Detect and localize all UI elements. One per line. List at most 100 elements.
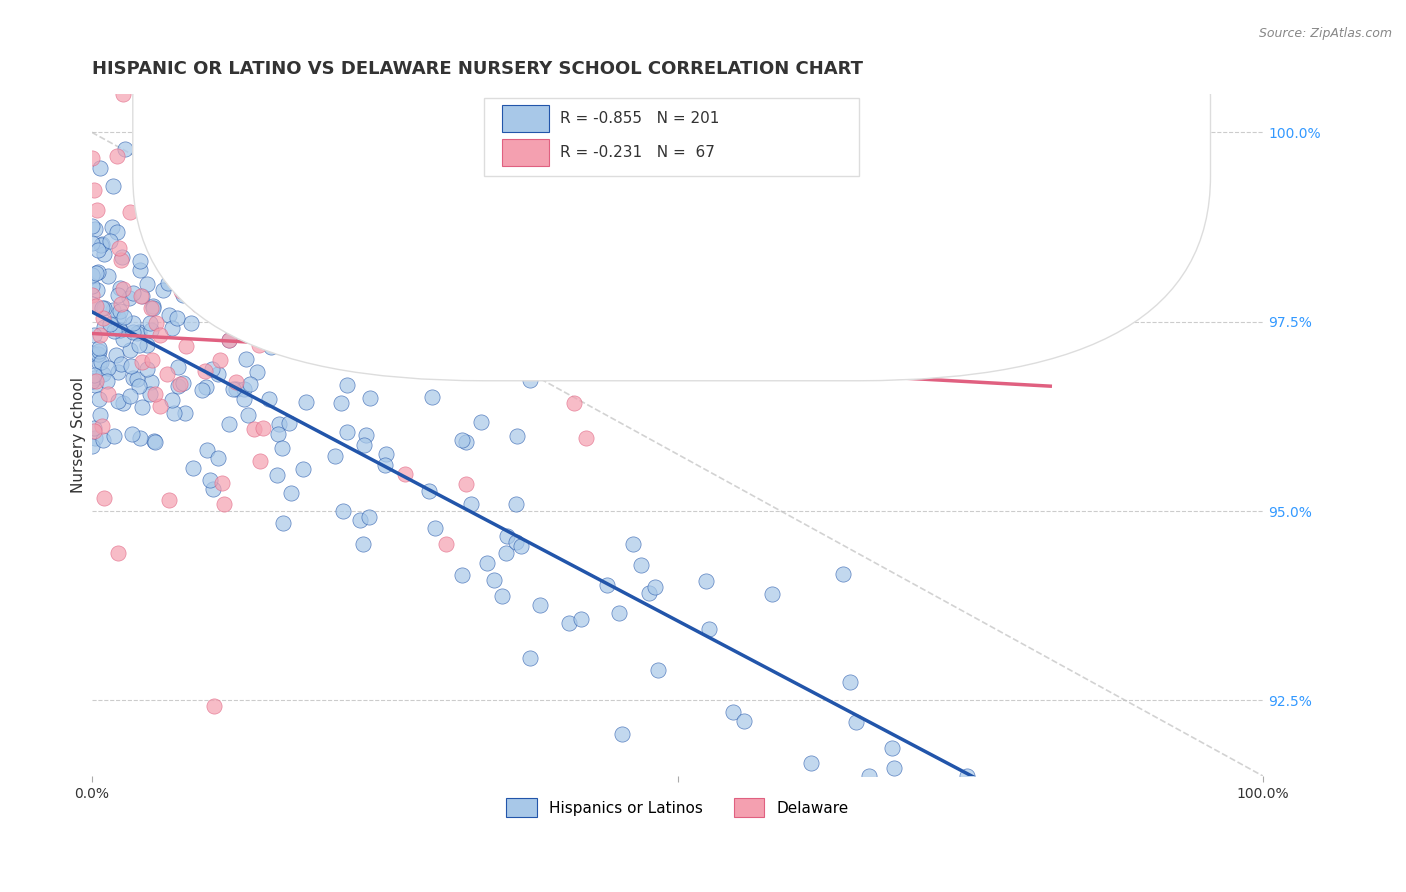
Point — [141, 301, 163, 316]
Point — [451, 568, 474, 582]
Point — [242, 221, 264, 235]
Point — [454, 477, 477, 491]
Point — [83, 368, 105, 383]
Point — [80, 439, 103, 453]
Point — [374, 458, 396, 472]
Point — [880, 740, 903, 755]
Point — [838, 675, 860, 690]
Point — [105, 226, 128, 240]
Point — [956, 769, 979, 783]
Point — [172, 376, 194, 390]
Point — [405, 346, 427, 360]
Text: HISPANIC OR LATINO VS DELAWARE NURSERY SCHOOL CORRELATION CHART: HISPANIC OR LATINO VS DELAWARE NURSERY S… — [91, 60, 863, 78]
Point — [460, 497, 482, 511]
Point — [181, 460, 204, 475]
Point — [246, 365, 269, 379]
Point — [176, 232, 198, 246]
Point — [80, 268, 103, 282]
Point — [101, 220, 124, 235]
Point — [505, 534, 527, 549]
Point — [162, 406, 184, 420]
Point — [845, 715, 868, 730]
Point — [195, 442, 218, 457]
Point — [128, 431, 150, 445]
Point — [91, 311, 114, 326]
Point — [121, 316, 143, 330]
Point — [695, 574, 717, 589]
Point — [212, 210, 235, 224]
Point — [103, 428, 125, 442]
Point — [80, 152, 103, 166]
Point — [86, 284, 108, 298]
Point — [225, 376, 247, 390]
Point — [583, 291, 606, 305]
Point — [110, 252, 132, 267]
FancyBboxPatch shape — [132, 0, 1211, 381]
Point — [91, 433, 114, 447]
Point — [121, 370, 143, 384]
Point — [201, 251, 224, 265]
Point — [141, 353, 163, 368]
Point — [800, 756, 823, 771]
Point — [110, 297, 132, 311]
Point — [80, 345, 103, 359]
Point — [118, 389, 141, 403]
Point — [218, 333, 240, 347]
Point — [217, 276, 239, 290]
FancyBboxPatch shape — [484, 98, 859, 177]
Point — [108, 281, 131, 295]
Point — [101, 178, 124, 193]
Point — [423, 521, 446, 535]
Point — [114, 142, 136, 156]
Point — [451, 433, 474, 447]
Point — [125, 326, 148, 340]
Point — [647, 663, 669, 677]
Point — [86, 265, 108, 279]
Point — [112, 395, 135, 409]
Point — [166, 310, 188, 325]
Point — [148, 399, 170, 413]
Point — [352, 537, 374, 551]
Point — [475, 556, 498, 570]
Point — [110, 357, 132, 371]
Point — [143, 434, 166, 449]
Point — [170, 285, 193, 299]
Point — [90, 418, 112, 433]
Point — [139, 387, 162, 401]
Point — [167, 359, 190, 374]
Point — [157, 493, 180, 508]
Point — [141, 375, 163, 389]
Point — [353, 438, 375, 452]
Point — [225, 290, 247, 304]
Point — [519, 651, 541, 665]
Point — [93, 246, 115, 260]
Point — [108, 323, 131, 337]
Point — [160, 321, 183, 335]
Point — [761, 587, 783, 601]
Point — [211, 476, 233, 491]
Point — [323, 449, 346, 463]
Point — [510, 539, 533, 553]
Point — [496, 528, 519, 542]
Point — [364, 316, 387, 330]
Point — [96, 374, 118, 388]
Point — [139, 316, 162, 330]
Point — [90, 238, 112, 252]
Point — [80, 278, 103, 293]
Point — [252, 421, 274, 435]
Point — [156, 276, 179, 290]
Point — [90, 354, 112, 368]
Point — [187, 298, 209, 312]
Point — [190, 383, 212, 397]
Point — [80, 236, 103, 251]
Point — [131, 401, 153, 415]
Point — [86, 203, 108, 218]
Point — [630, 558, 652, 572]
Point — [209, 353, 232, 368]
Point — [374, 170, 396, 185]
Point — [290, 245, 312, 260]
Point — [179, 316, 201, 330]
Text: R = -0.855   N = 201: R = -0.855 N = 201 — [561, 111, 720, 126]
Point — [179, 236, 201, 251]
Point — [89, 341, 111, 355]
